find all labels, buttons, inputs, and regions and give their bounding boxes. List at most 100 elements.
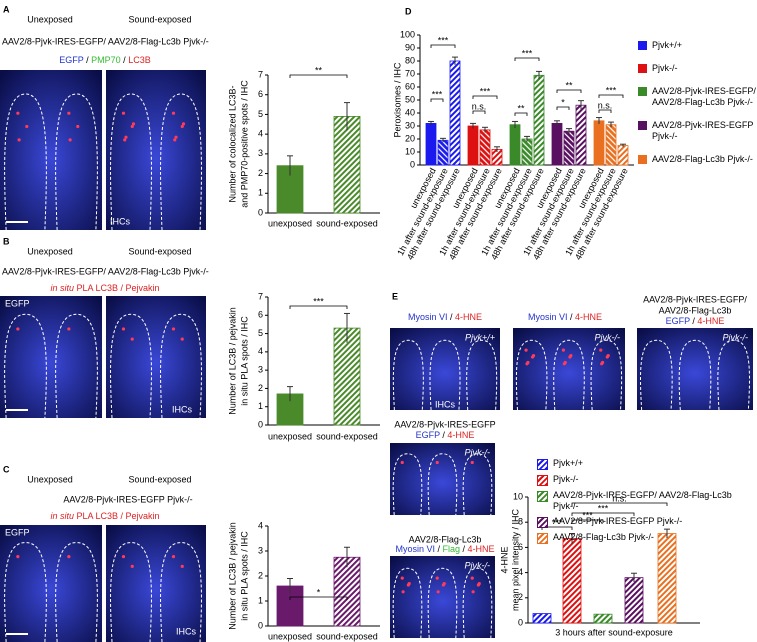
bar: [624, 577, 644, 624]
bar: [551, 123, 563, 166]
bar: [575, 104, 587, 166]
spot: [470, 576, 474, 580]
significance-bracket: [514, 112, 528, 116]
significance-label: **: [517, 103, 525, 113]
error-bar: [596, 117, 602, 125]
spot: [130, 337, 134, 341]
y-tick-label: 4: [258, 520, 263, 530]
stain-part: Myosin VI: [395, 544, 435, 554]
cell-outline: [462, 567, 493, 639]
micrograph: [637, 328, 753, 410]
cell-outline: [590, 339, 623, 411]
image-tag: EGFP: [5, 527, 30, 537]
y-axis-label: mean pixel intensity / IHC: [510, 508, 520, 611]
y-tick-label: 0: [258, 419, 263, 429]
legend-swatch: [638, 64, 647, 73]
spot: [17, 138, 21, 142]
legend-label: AAV2/8-Flag-Lc3b Pjvk-/-: [652, 154, 753, 164]
significance-bracket: [514, 57, 540, 61]
legend-swatch: [537, 533, 548, 544]
spot: [561, 348, 566, 352]
spot: [436, 590, 440, 594]
y-axis-label: Number of colocalized LC3B-: [227, 85, 237, 202]
spot: [531, 354, 536, 358]
bar: [449, 60, 461, 166]
significance-label: ***: [606, 85, 617, 95]
stain-part: /: [440, 430, 448, 440]
image-tag: Pjvk-/-: [723, 332, 749, 342]
image-tag: EGFP: [5, 298, 30, 308]
significance-label: ***: [438, 35, 449, 45]
construct-label: AAV2/8-Pjvk-IRES-EGFP/: [643, 294, 747, 304]
legend-swatch: [638, 121, 647, 130]
micrograph: [390, 328, 500, 410]
spot: [121, 327, 126, 331]
stain-part: PLA LC3B / Pejvakin: [74, 511, 160, 521]
stain-part: PMP70: [91, 55, 121, 65]
legend-swatch: [537, 475, 548, 486]
y-tick-label: 7: [258, 69, 263, 79]
micrograph: [0, 70, 102, 230]
stain-part: EGFP: [59, 55, 84, 65]
legend-item: AAV2/8-Pjvk-IRES-EGFP/ AAV2/8-Flag-Lc3b …: [638, 86, 756, 108]
spot: [173, 138, 177, 142]
spot: [121, 111, 126, 115]
stain-label: Myosin VI / 4-HNE: [528, 312, 602, 322]
significance-label: **: [565, 80, 573, 90]
significance-label: ***: [582, 510, 593, 520]
image-tag: Pjvk+/+: [465, 332, 495, 342]
error-bar: [452, 56, 458, 65]
legend-swatch: [537, 517, 548, 528]
y-tick-label: 6: [258, 310, 263, 320]
y-tick-label: 5: [258, 109, 263, 119]
bar: [333, 556, 361, 627]
stain-part: in situ: [50, 511, 74, 521]
y-tick-label: 4: [518, 567, 523, 577]
cell-outline: [392, 567, 423, 639]
cell-outline: [55, 542, 98, 642]
panel-label: C: [3, 464, 10, 474]
micrograph: [106, 525, 206, 642]
micrograph: [390, 556, 495, 638]
legend-swatch: [638, 87, 647, 96]
significance-label: *: [561, 97, 565, 107]
bar: [479, 129, 491, 166]
legend-item: Pjvk+/+: [638, 40, 756, 51]
spot: [171, 327, 176, 331]
y-axis-label: and PMP70-positive spots / IHC: [239, 80, 249, 208]
cell-outline: [110, 313, 152, 419]
micrograph: [513, 328, 625, 410]
stain-part: /: [690, 316, 698, 326]
cell-outline: [4, 542, 47, 642]
cell-outline: [515, 339, 548, 411]
legend-label: AAV2/8-Pjvk-IRES-EGFP Pjvk-/-: [652, 120, 754, 141]
cell-outline: [392, 339, 424, 411]
legend-item: Pjvk-/-: [638, 63, 756, 74]
y-axis-label: 4-HNE: [499, 546, 509, 573]
construct-label: AAV2/8-Pjvk-IRES-EGFP/ AAV2/8-Flag-Lc3b …: [2, 266, 209, 276]
spot: [477, 582, 481, 586]
y-tick-label: 80: [405, 55, 415, 65]
spot: [601, 360, 605, 365]
bar: [605, 124, 617, 166]
spot: [442, 582, 446, 586]
spot: [67, 554, 71, 559]
column-header: Sound-exposed: [128, 14, 191, 24]
error-bar: [287, 386, 293, 402]
cell-outline: [4, 313, 47, 419]
significance-bracket: [430, 44, 456, 48]
significance-bracket: [289, 596, 348, 600]
bar: [562, 538, 582, 624]
y-tick-label: 8: [518, 517, 523, 527]
bar: [532, 613, 552, 624]
stain-part: in situ: [50, 283, 74, 293]
significance-label: n.s.: [472, 101, 487, 111]
y-axis-label: Number of LC3B / pejvakin: [227, 307, 237, 415]
y-tick-label: 5: [258, 328, 263, 338]
significance-label: ***: [313, 296, 324, 306]
cell-outline: [640, 339, 673, 411]
stain-label: in situ PLA LC3B / Pejvakin: [50, 283, 159, 293]
error-bar: [569, 533, 575, 544]
y-tick-label: 100: [400, 29, 415, 39]
